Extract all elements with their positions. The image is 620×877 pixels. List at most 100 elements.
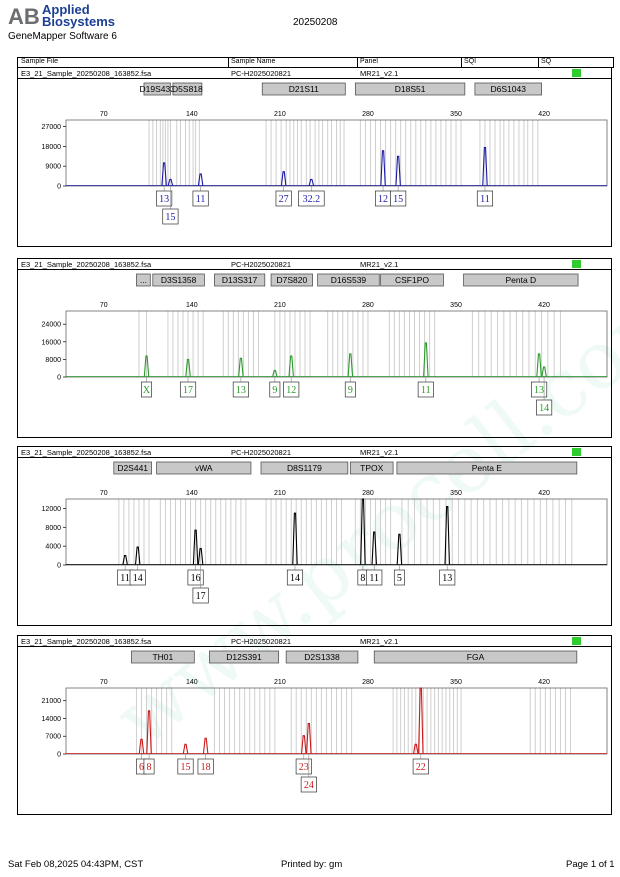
printed-timestamp: Sat Feb 08,2025 04:43PM, CST: [8, 859, 144, 870]
plot-frame: [65, 687, 608, 755]
locus-marker-label: D3S1358: [161, 275, 197, 285]
applied-biosystems-logo-icon: AB: [8, 5, 40, 27]
locus-marker: D13S317: [214, 273, 266, 287]
trace-peak: [197, 547, 204, 565]
col-divider: [228, 58, 229, 67]
locus-marker: D7S820: [270, 273, 313, 287]
allele-call-label: 6: [139, 762, 144, 773]
y-tick-label: 0: [57, 375, 61, 382]
panel-name: MR21_v2.1: [360, 69, 399, 78]
col-sample-file: Sample File: [21, 58, 58, 65]
locus-marker-box: [285, 650, 359, 664]
allele-call: 18: [197, 754, 214, 775]
allele-call: 15: [177, 754, 194, 775]
allele-call-label: 9: [272, 385, 277, 396]
allele-call-label: 5: [397, 573, 402, 584]
trace-peak: [541, 366, 547, 377]
x-tick-label: 70: [100, 679, 108, 686]
allele-call-label: 17: [196, 591, 206, 602]
y-tick-label: 8000: [45, 357, 61, 364]
locus-marker-label: TPOX: [360, 463, 383, 473]
allele-call: 23: [295, 754, 312, 775]
locus-marker-box: [270, 273, 313, 287]
locus-marker-label: Penta D: [505, 275, 536, 285]
trace-peak: [272, 369, 278, 377]
allele-call-box: [344, 381, 356, 398]
trace-peak: [482, 146, 488, 186]
allele-call-box: [156, 190, 173, 207]
allele-call-label: 11: [480, 194, 490, 205]
col-panel: Panel: [360, 58, 378, 65]
allele-call-box: [269, 381, 281, 398]
locus-marker-label: D18S51: [395, 84, 426, 94]
allele-call: 17: [179, 377, 197, 398]
x-tick-label: 350: [450, 302, 462, 309]
trace-peak: [146, 710, 152, 754]
brand-line-1: Applied: [42, 2, 90, 17]
allele-call-box: [393, 569, 405, 586]
allele-call-box: [141, 381, 152, 398]
allele-call-label: 12: [378, 194, 388, 205]
y-tick-label: 0: [57, 563, 61, 570]
allele-call: 13: [531, 377, 548, 398]
locus-marker-box: [260, 461, 349, 475]
allele-call-label: 22: [416, 762, 426, 773]
trace-peak: [292, 512, 298, 565]
trace-peak: [192, 529, 199, 565]
allele-call-box: [187, 569, 204, 586]
allele-call-box: [531, 381, 548, 398]
x-tick-label: 210: [274, 679, 286, 686]
brand-line-2: Biosystems: [42, 14, 115, 29]
locus-marker: D18S51: [354, 82, 466, 96]
sample-name: PC-H2025020821: [231, 637, 292, 646]
y-tick-label: 14000: [42, 716, 62, 723]
panel-name: MR21_v2.1: [360, 637, 399, 646]
trace-peak: [197, 173, 204, 186]
allele-call-label: 16: [191, 573, 201, 584]
electropherogram-black: D2S441 vWA D8S1179 TPOX Penta E70 140 210 280 35…: [42, 461, 608, 604]
col-divider: [357, 58, 358, 67]
locus-marker-box: [152, 273, 205, 287]
allele-call: 11: [476, 186, 494, 207]
y-tick-label: 18000: [42, 144, 62, 151]
allele-call: 13: [439, 565, 456, 586]
panel-name: MR21_v2.1: [360, 448, 399, 457]
trace-peak: [536, 353, 542, 377]
allele-call-box: [192, 190, 209, 207]
allele-call-label: 12: [286, 385, 296, 396]
allele-call-box: [192, 587, 209, 604]
allele-call-label: 15: [181, 762, 191, 773]
allele-call-label: 13: [236, 385, 246, 396]
allele-call-label: 15: [393, 194, 403, 205]
trace-peak: [371, 531, 377, 565]
locus-marker-label: D2S1338: [304, 652, 340, 662]
x-tick-label: 70: [100, 490, 108, 497]
panel-header: E3_21_Sample_20250208_163852.fsa PC-H202…: [18, 447, 611, 458]
allele-call-box: [300, 776, 317, 793]
trace-peak: [395, 155, 401, 186]
allele-call: 14: [129, 565, 146, 586]
allele-call-label: 13: [442, 573, 452, 584]
y-tick-label: 0: [57, 184, 61, 191]
sizing-quality-flag: [572, 260, 581, 268]
allele-call: 11: [417, 377, 434, 398]
allele-call: 5: [393, 565, 405, 586]
brand-mark: AB: [8, 5, 40, 27]
trace-peak: [306, 722, 312, 754]
locus-marker: D6S1043: [474, 82, 542, 96]
allele-call-label: 24: [304, 780, 314, 791]
allele-call-box: [476, 190, 494, 207]
locus-marker-box: [373, 650, 578, 664]
allele-call: 22: [412, 754, 429, 775]
panel-name: MR21_v2.1: [360, 260, 399, 269]
sample-file: E3_21_Sample_20250208_163852.fsa: [21, 637, 152, 646]
x-tick-label: 350: [450, 490, 462, 497]
trace-peak: [288, 355, 294, 377]
locus-marker: TH01: [131, 650, 195, 664]
locus-marker-box: [474, 82, 542, 96]
x-tick-label: 70: [100, 111, 108, 118]
locus-marker: D21S11: [261, 82, 346, 96]
allele-call: 15: [390, 186, 407, 207]
plot-frame: [65, 310, 608, 378]
